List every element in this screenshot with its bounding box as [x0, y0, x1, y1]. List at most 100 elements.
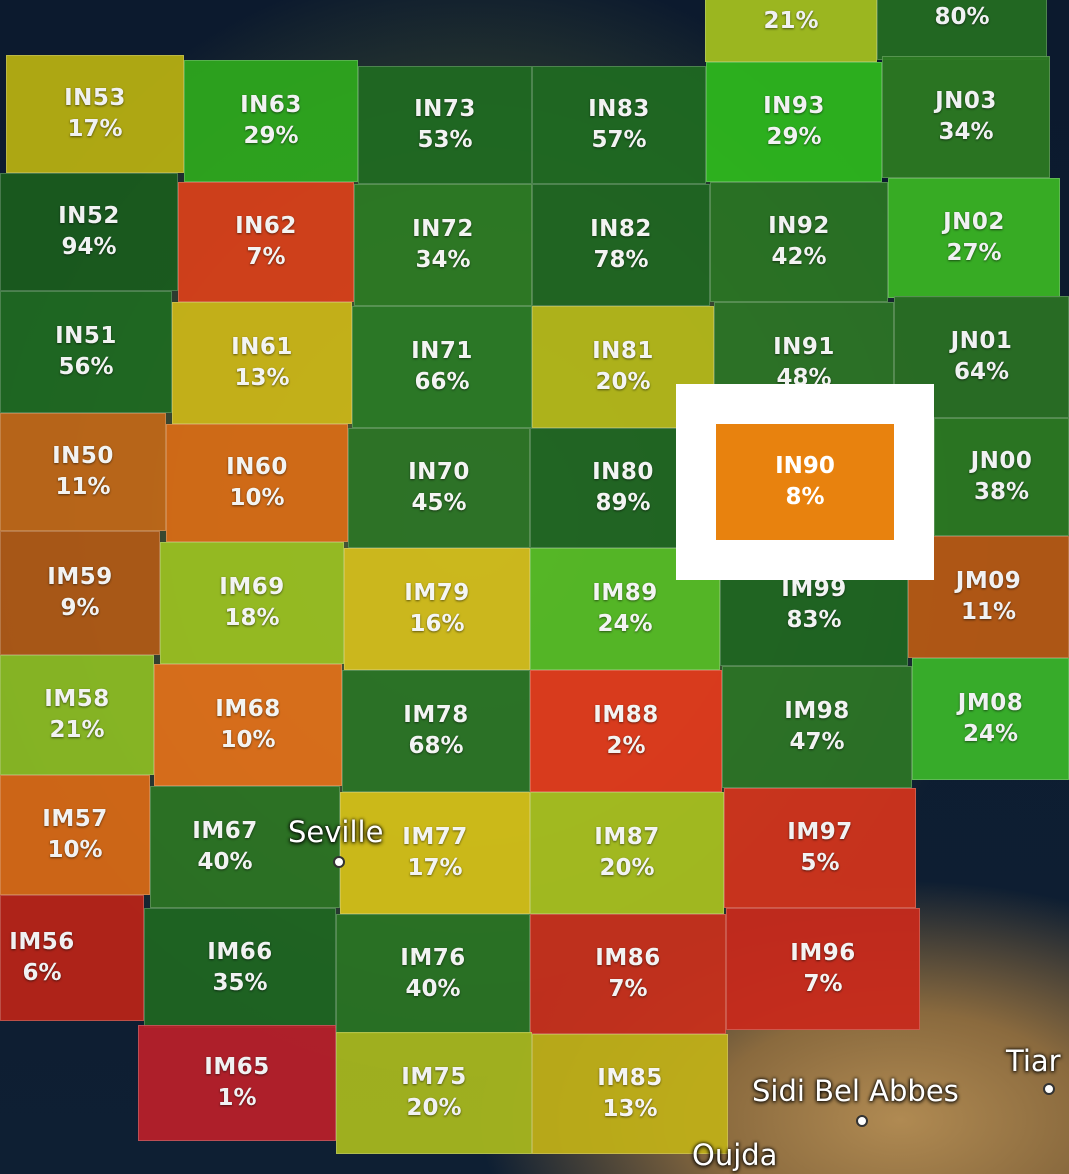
grid-cell[interactable]: IN70 45% — [348, 428, 530, 548]
grid-cell[interactable]: IM75 20% — [336, 1032, 532, 1154]
selected-cell-frame[interactable]: IN90 8% — [676, 384, 934, 580]
cell-code: IM56 — [9, 929, 75, 955]
cell-value: 20% — [595, 369, 651, 395]
cell-code: IN53 — [64, 85, 126, 111]
grid-cell[interactable]: IN61 13% — [172, 302, 352, 424]
grid-cell[interactable]: IM57 10% — [0, 775, 150, 895]
cell-code: IM88 — [593, 702, 659, 728]
grid-cell[interactable]: IN71 66% — [352, 306, 532, 428]
cell-value: 29% — [243, 123, 299, 149]
grid-cell[interactable]: IM58 21% — [0, 655, 154, 775]
cell-code: IM99 — [781, 576, 847, 602]
cell-value: 5% — [800, 850, 840, 876]
grid-cell[interactable]: IN72 34% — [354, 184, 532, 306]
grid-cell[interactable]: IM79 16% — [344, 548, 530, 670]
cell-code: JN03 — [935, 88, 997, 114]
grid-cell[interactable]: IM66 35% — [144, 908, 336, 1028]
grid-cell[interactable]: IN50 11% — [0, 413, 166, 531]
grid-cell[interactable]: IM67 40% — [150, 786, 340, 908]
cell-code: IM96 — [790, 940, 856, 966]
cell-value: 45% — [411, 490, 467, 516]
cell-code: IN91 — [773, 334, 835, 360]
grid-cell[interactable]: IM88 2% — [530, 670, 722, 792]
grid-cell[interactable]: IN60 10% — [166, 424, 348, 542]
cell-value: 13% — [602, 1096, 658, 1122]
cell-code: IM59 — [47, 564, 113, 590]
grid-cell[interactable]: JN03 34% — [882, 56, 1050, 178]
cell-value: 89% — [595, 490, 651, 516]
grid-cell[interactable]: IN62 7% — [178, 182, 354, 302]
cell-code: IM75 — [401, 1064, 467, 1090]
grid-cell[interactable]: IM87 20% — [530, 792, 724, 914]
cell-code: JN01 — [950, 328, 1013, 354]
cell-value: 20% — [406, 1095, 462, 1121]
grid-cell[interactable]: JM09 11% — [908, 536, 1069, 658]
grid-cell[interactable]: IN63 29% — [184, 60, 358, 182]
cell-code: JN02 — [943, 209, 1005, 235]
cell-value: 94% — [61, 234, 117, 260]
cell-code: IN60 — [226, 454, 288, 480]
grid-cell[interactable]: IM56 6% — [0, 895, 144, 1021]
grid-cell[interactable]: IM97 5% — [724, 788, 916, 908]
grid-cell[interactable]: IN83 57% — [532, 66, 706, 184]
cell-value: 2% — [606, 733, 646, 759]
grid-cell[interactable]: IM77 17% — [340, 792, 530, 914]
cell-value: 10% — [220, 727, 276, 753]
cell-code: IN70 — [408, 459, 470, 485]
grid-cell[interactable]: IM76 40% — [336, 914, 530, 1034]
cell-code: JN00 — [970, 448, 1033, 474]
grid-cell[interactable]: JM08 24% — [912, 658, 1069, 780]
cell-value: 20% — [599, 855, 655, 881]
grid-cell[interactable]: IN53 17% — [6, 55, 184, 173]
grid-cell[interactable]: 80% — [877, 0, 1047, 60]
grid-cell[interactable]: IM68 10% — [154, 664, 342, 786]
cell-value: 21% — [49, 717, 105, 743]
cell-value: 56% — [58, 354, 114, 380]
cell-code: IM65 — [204, 1054, 270, 1080]
cell-value: 17% — [407, 855, 463, 881]
cell-value: 11% — [55, 474, 111, 500]
cell-value: 17% — [67, 116, 123, 142]
city-marker — [333, 856, 345, 868]
cell-code: IN92 — [768, 213, 830, 239]
cell-code: IN93 — [763, 93, 825, 119]
grid-cell[interactable]: IN52 94% — [0, 173, 178, 291]
grid-cell[interactable]: IM96 7% — [726, 908, 920, 1030]
grid-cell[interactable]: IM78 68% — [342, 670, 530, 792]
city-marker — [856, 1115, 868, 1127]
cell-value: 83% — [786, 607, 842, 633]
cell-code: IN50 — [52, 443, 114, 469]
grid-cell[interactable]: IN81 20% — [532, 306, 714, 428]
cell-value: 24% — [597, 611, 653, 637]
cell-value: 13% — [234, 365, 290, 391]
cell-value: 47% — [789, 729, 845, 755]
grid-cell[interactable]: IN92 42% — [710, 182, 888, 302]
cell-value: 40% — [405, 976, 461, 1002]
grid-cell[interactable]: 21% — [705, 0, 877, 62]
city-marker — [1043, 1083, 1055, 1095]
cell-code: IM89 — [592, 580, 658, 606]
grid-cell[interactable]: IM59 9% — [0, 531, 160, 655]
cell-code: IM58 — [44, 686, 110, 712]
grid-cell[interactable]: JN00 38% — [934, 418, 1069, 536]
cell-code: IM77 — [402, 824, 468, 850]
grid-cell[interactable]: IM69 18% — [160, 542, 344, 664]
cell-code: IN63 — [240, 92, 302, 118]
cell-value: 7% — [608, 976, 648, 1002]
grid-cell[interactable]: JN02 27% — [888, 178, 1060, 298]
grid-cell[interactable]: IM98 47% — [722, 666, 912, 788]
grid-cell[interactable]: IN73 53% — [358, 66, 532, 184]
selected-cell[interactable]: IN90 8% — [716, 424, 894, 540]
cell-value: 24% — [962, 721, 1019, 747]
cell-value: 34% — [415, 247, 471, 273]
cell-value: 66% — [414, 369, 470, 395]
grid-cell[interactable]: IN93 29% — [706, 62, 882, 182]
grid-cell[interactable]: IM65 1% — [138, 1025, 336, 1141]
grid-cell[interactable]: IM86 7% — [530, 914, 726, 1034]
cell-code: IN51 — [55, 323, 117, 349]
grid-cell[interactable]: IM85 13% — [532, 1034, 728, 1154]
grid-cell[interactable]: IN82 78% — [532, 184, 710, 306]
cell-code: IN72 — [412, 216, 474, 242]
grid-cell[interactable]: IN51 56% — [0, 291, 172, 413]
